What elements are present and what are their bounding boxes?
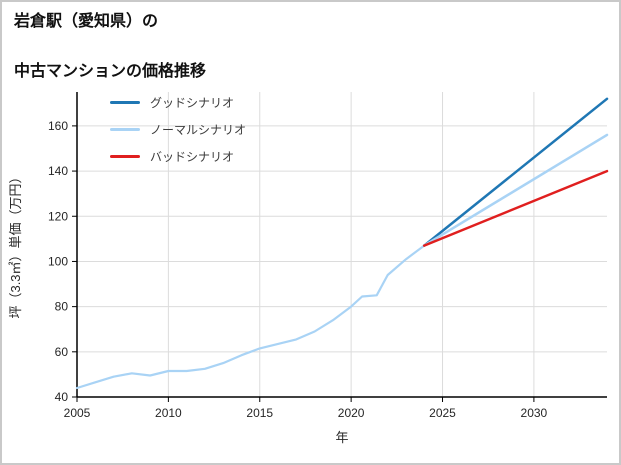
legend-item: グッドシナリオ bbox=[110, 94, 246, 111]
chart-legend: グッドシナリオ ノーマルシナリオ バッドシナリオ bbox=[110, 94, 246, 165]
svg-text:2030: 2030 bbox=[521, 406, 548, 420]
svg-text:年: 年 bbox=[335, 430, 348, 445]
chart-title: 岩倉駅（愛知県）の 中古マンションの価格推移 bbox=[14, 10, 206, 84]
chart-title-line2: 中古マンションの価格推移 bbox=[14, 62, 207, 80]
svg-text:2020: 2020 bbox=[338, 406, 365, 420]
chart-area: 2005 2010 2015 2020 2025 2030 40 60 80 100 120 140 1… bbox=[2, 82, 619, 457]
legend-swatch bbox=[110, 101, 140, 104]
svg-text:80: 80 bbox=[55, 300, 69, 314]
svg-text:40: 40 bbox=[55, 390, 69, 404]
svg-text:2005: 2005 bbox=[64, 406, 91, 420]
legend-swatch bbox=[110, 128, 140, 131]
svg-text:坪（3.3㎡）単価（万円）: 坪（3.3㎡）単価（万円） bbox=[8, 170, 23, 318]
svg-text:2015: 2015 bbox=[246, 406, 273, 420]
legend-item: バッドシナリオ bbox=[110, 148, 246, 165]
svg-text:120: 120 bbox=[48, 209, 68, 223]
chart-title-line1: 岩倉駅（愛知県）の bbox=[14, 13, 159, 30]
svg-text:2025: 2025 bbox=[429, 406, 456, 420]
svg-text:100: 100 bbox=[48, 254, 68, 268]
legend-label: バッドシナリオ bbox=[150, 150, 235, 164]
legend-label: ノーマルシナリオ bbox=[150, 123, 247, 137]
svg-text:2010: 2010 bbox=[155, 406, 182, 420]
svg-text:60: 60 bbox=[55, 345, 69, 359]
svg-text:140: 140 bbox=[48, 164, 68, 178]
svg-text:160: 160 bbox=[48, 119, 68, 133]
chart-svg: 2005 2010 2015 2020 2025 2030 40 60 80 100 120 140 1… bbox=[8, 92, 609, 445]
legend-item: ノーマルシナリオ bbox=[110, 121, 246, 138]
legend-label: グッドシナリオ bbox=[150, 96, 235, 110]
legend-swatch bbox=[110, 155, 140, 158]
